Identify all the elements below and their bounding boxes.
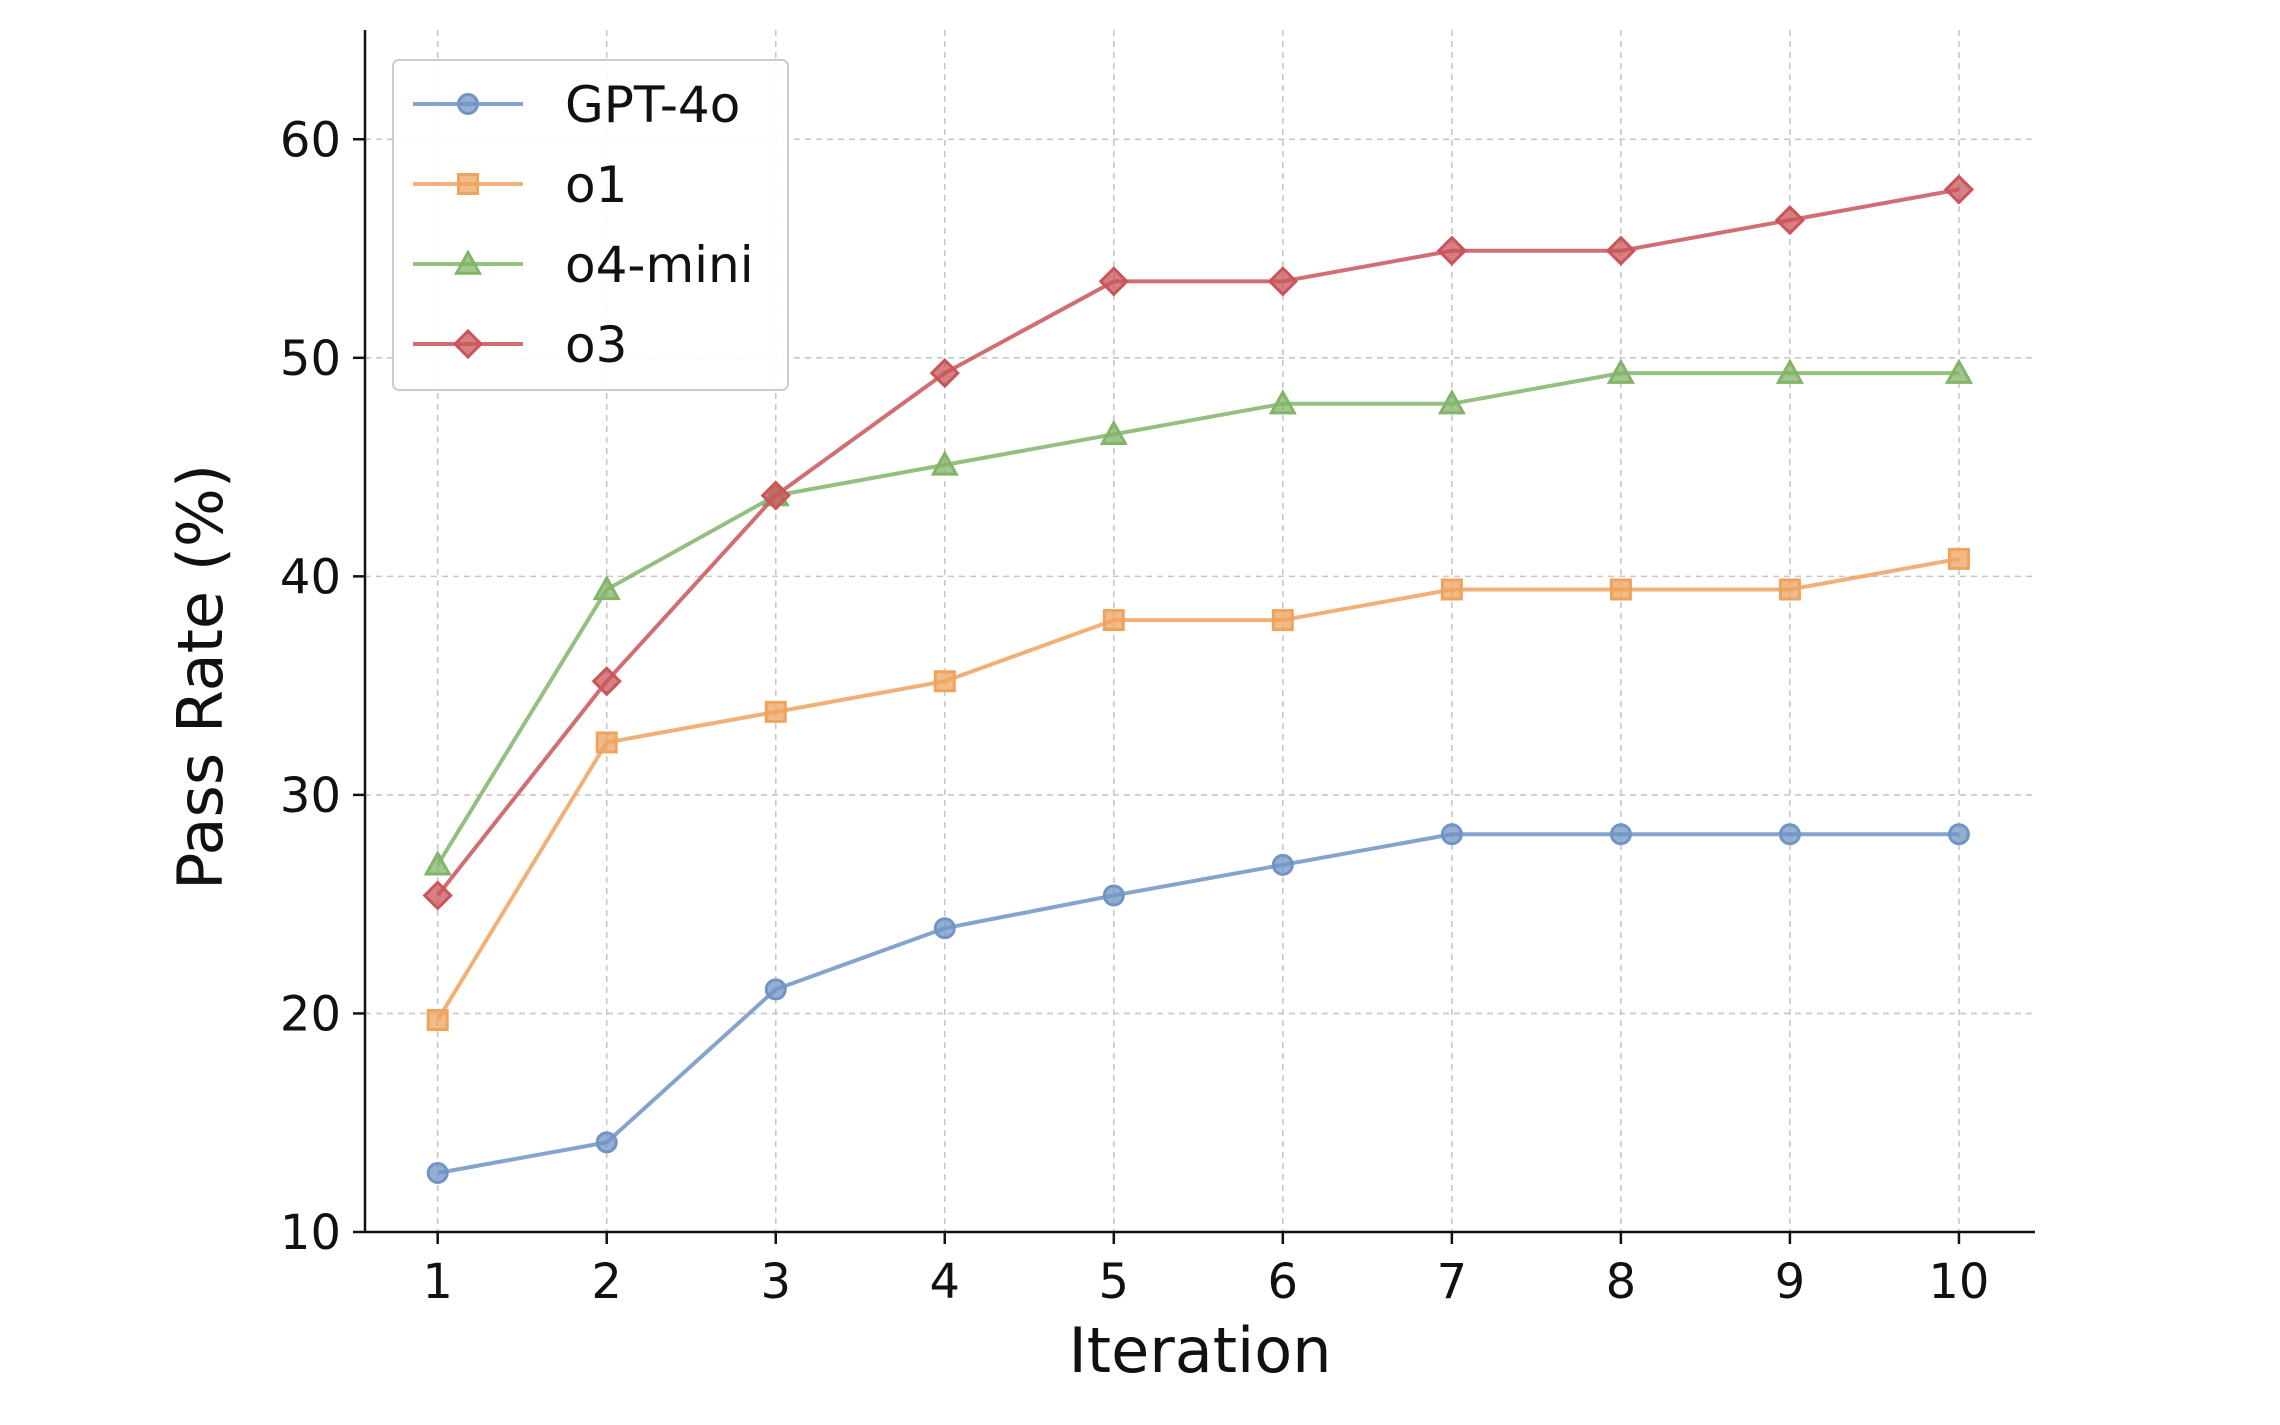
series-line-o3: [436, 187, 1960, 897]
data-point-o3: [1605, 235, 1637, 266]
data-point-gpt-4o: [933, 917, 956, 940]
axes: [363, 30, 2035, 1234]
series-line-o1: [435, 556, 1960, 1022]
data-point-o4-mini: [1437, 389, 1466, 415]
data-point-o3: [1436, 235, 1467, 266]
data-point-o3: [1774, 205, 1806, 236]
ticks: 1 2 3 4 5 6 7 8 9 10 10 20 30 40 50 60: [280, 112, 1990, 1310]
legend-item-o1: o1: [413, 156, 627, 214]
y-tick-label: 40: [280, 549, 341, 605]
x-tick-label: 9: [1775, 1254, 1806, 1310]
series-gpt-4o: [426, 823, 1970, 1184]
data-point-o3: [929, 357, 960, 389]
y-tick-label: 30: [280, 768, 341, 824]
y-tick-label: 60: [280, 112, 341, 168]
x-tick-label: 5: [1099, 1254, 1130, 1310]
data-point-o4-mini: [1606, 358, 1635, 384]
series-o4-mini: [423, 358, 1973, 876]
legend-marker-o1: [457, 173, 479, 195]
data-point-o1: [426, 1009, 449, 1032]
data-point-o3: [1943, 174, 1975, 205]
series-line-o4-mini: [435, 371, 1959, 866]
legend-marker-o4-mini: [453, 249, 483, 275]
data-point-gpt-4o: [764, 978, 787, 1001]
series-o1: [426, 547, 1970, 1032]
data-point-o4-mini: [1944, 358, 1973, 384]
series-o3: [422, 174, 1975, 911]
y-axis-title: Pass Rate (%): [164, 464, 237, 890]
data-point-gpt-4o: [1440, 823, 1463, 846]
legend-label-o3: o3: [565, 316, 627, 374]
legend-label-o4-mini: o4-mini: [565, 236, 754, 294]
data-point-o4-mini: [592, 574, 621, 601]
data-point-gpt-4o: [595, 1131, 618, 1154]
legend-marker-o3: [452, 328, 484, 360]
legend-item-gpt-4o: GPT-4o: [413, 76, 740, 134]
legend-label-o1: o1: [565, 156, 627, 214]
x-tick-label: 8: [1606, 1254, 1637, 1310]
data-point-o1: [595, 731, 618, 754]
y-tick-label: 50: [280, 331, 341, 387]
x-tick-label: 4: [929, 1254, 960, 1310]
data-point-o4-mini: [423, 850, 452, 876]
data-point-o1: [1440, 578, 1463, 601]
legend-item-o3: o3: [413, 316, 627, 374]
data-point-o1: [1947, 547, 1970, 570]
data-point-gpt-4o: [1102, 884, 1125, 907]
x-tick-label: 7: [1437, 1254, 1468, 1310]
x-tick-label: 3: [760, 1254, 791, 1310]
data-point-o1: [1102, 609, 1125, 632]
data-point-o1: [933, 670, 956, 693]
data-point-o1: [1609, 578, 1632, 601]
data-point-o1: [1271, 609, 1294, 632]
legend-item-o4-mini: o4-mini: [413, 236, 754, 294]
data-point-o1: [764, 700, 787, 723]
x-tick-label: 2: [591, 1254, 622, 1310]
legend-label-gpt-4o: GPT-4o: [565, 76, 740, 134]
data-point-o4-mini: [1099, 419, 1128, 446]
data-point-o3: [1267, 266, 1298, 297]
data-point-o4-mini: [930, 450, 959, 476]
legend-frame: [392, 59, 789, 391]
legend: GPT-4o o1 o4-mini o3: [392, 59, 789, 391]
data-point-o4-mini: [1775, 358, 1804, 384]
x-tick-label: 6: [1268, 1254, 1299, 1310]
y-tick-label: 20: [280, 986, 341, 1042]
data-point-gpt-4o: [426, 1161, 449, 1184]
data-point-o1: [1778, 578, 1801, 601]
x-tick-label: 10: [1928, 1254, 1989, 1310]
data-point-gpt-4o: [1947, 823, 1970, 846]
x-tick-label: 1: [422, 1254, 453, 1310]
data-point-o4-mini: [1268, 389, 1297, 415]
data-point-gpt-4o: [1271, 853, 1294, 876]
x-axis-title: Iteration: [1069, 1314, 1332, 1387]
data-point-o3: [591, 666, 622, 697]
data-point-gpt-4o: [1778, 823, 1801, 846]
legend-items: GPT-4o o1 o4-mini o3: [413, 76, 754, 374]
y-tick-label: 10: [280, 1205, 341, 1261]
series-line-gpt-4o: [437, 832, 1959, 1175]
data-point-o3: [760, 480, 791, 511]
series-lines: [422, 174, 1975, 1184]
data-point-o3: [422, 880, 453, 911]
data-point-o3: [1098, 266, 1129, 297]
data-point-gpt-4o: [1609, 823, 1632, 846]
legend-marker-gpt-4o: [457, 93, 479, 115]
